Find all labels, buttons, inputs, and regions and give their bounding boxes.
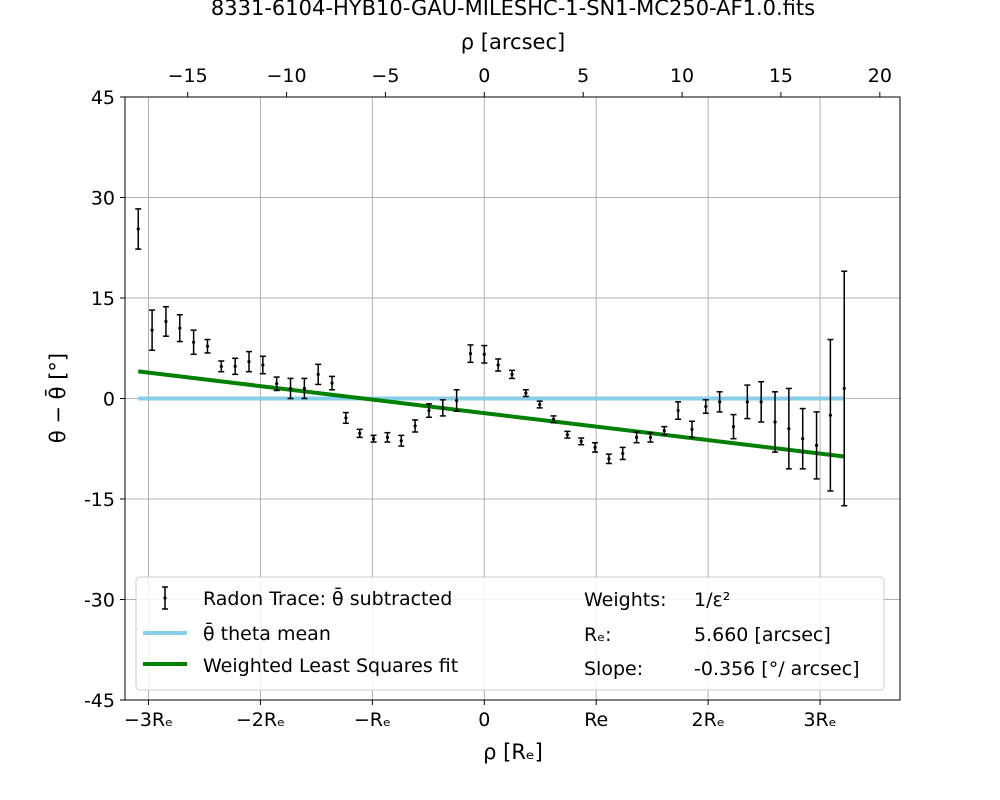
errorbar-point	[702, 399, 709, 414]
errorbar-point	[425, 403, 432, 419]
top-tick-label: −5	[371, 65, 399, 87]
legend-label-mean: θ̄ theta mean	[203, 621, 331, 645]
errorbar-point	[550, 415, 557, 424]
plot-area	[135, 208, 848, 507]
y-tick-label: -45	[84, 690, 115, 712]
x-tick-label: 3Rₑ	[803, 709, 836, 731]
errorbar-point	[799, 407, 806, 470]
re-value: 5.660 [arcsec]	[694, 624, 831, 646]
top-tick-label: 10	[670, 65, 694, 87]
errorbar-point	[218, 360, 225, 373]
chart-title: 8331-6104-HYB10-GAU-MILESHC-1-SN1-MC250-…	[211, 0, 815, 20]
errorbar-point	[329, 375, 336, 391]
x-tick-label: −Rₑ	[354, 709, 391, 731]
errorbar-point	[467, 344, 474, 364]
legend-label-radon: Radon Trace: θ̄ subtracted	[203, 586, 452, 610]
errorbar-point	[398, 434, 405, 447]
slope-key: Slope:	[584, 658, 643, 680]
errorbar-point	[162, 305, 169, 337]
errorbar-point	[135, 208, 142, 250]
errorbar-point	[384, 431, 391, 443]
errorbar-point	[453, 389, 460, 412]
top-tick-label: −15	[168, 65, 208, 87]
errorbar-point	[245, 350, 252, 373]
x-tick-label: Re	[584, 709, 608, 731]
x-tick-label: 0	[478, 709, 490, 731]
errorbar-point	[744, 384, 751, 420]
errorbar-point	[481, 344, 488, 364]
errorbar-point	[356, 428, 363, 439]
errorbar-point	[536, 400, 543, 409]
errorbar-point	[495, 358, 502, 372]
legend-label-fit: Weighted Least Squares fit	[203, 655, 458, 677]
errorbar-point	[813, 411, 820, 480]
top-axis-label: ρ [arcsec]	[461, 30, 565, 54]
errorbar-point	[176, 314, 183, 343]
errorbar-point	[647, 431, 654, 443]
y-tick-label: 45	[91, 87, 115, 109]
legend-box	[135, 576, 885, 691]
weights-value: 1/ε²	[694, 589, 730, 611]
errorbar-point	[675, 401, 682, 421]
errorbar-point	[301, 377, 308, 400]
errorbar-point	[439, 399, 446, 417]
ticks: −3Rₑ −2Rₑ −Rₑ 0 Re 2Rₑ 3Rₑ −15 −10 −5 0 5 10 15 20 -45 -…	[84, 65, 892, 731]
errorbar-point	[661, 425, 668, 436]
errorbar-point	[509, 369, 516, 380]
errorbar-point	[149, 309, 156, 352]
x-tick-label: −2Rₑ	[236, 709, 285, 731]
legend-marker-errorbar	[162, 586, 168, 610]
legend: Radon Trace: θ̄ subtracted θ̄ theta mean…	[135, 576, 885, 691]
errorbar-point	[827, 338, 834, 492]
errorbar-point	[605, 453, 612, 465]
x-tick-label: 2Rₑ	[692, 709, 725, 731]
x-tick-label: −3Rₑ	[124, 709, 173, 731]
re-key: Rₑ:	[584, 624, 612, 646]
errorbar-point	[190, 329, 197, 356]
errorbar-point	[315, 363, 322, 386]
errorbar-point	[204, 338, 211, 354]
slope-value: -0.356 [°/ arcsec]	[694, 658, 860, 680]
errorbar-point	[578, 437, 585, 446]
top-tick-label: 20	[868, 65, 892, 87]
y-tick-label: 0	[103, 389, 115, 411]
top-tick-label: 0	[478, 65, 490, 87]
errorbar-point	[370, 434, 377, 443]
y-tick-label: -15	[84, 489, 115, 511]
errorbar-point	[716, 391, 723, 413]
y-tick-label: 30	[91, 188, 115, 210]
x-axis-label: ρ [Rₑ]	[483, 740, 543, 764]
errorbar-point	[259, 355, 266, 375]
errorbar-point	[772, 391, 779, 453]
errorbar-point	[412, 419, 419, 433]
errorbar-point	[730, 413, 737, 440]
top-tick-label: −10	[267, 65, 307, 87]
errorbar-point	[287, 377, 294, 400]
errorbar-point	[232, 357, 239, 376]
y-axis-label: θ − θ̄ [°]	[45, 353, 70, 443]
errorbar-point	[619, 446, 626, 461]
errorbar-point	[342, 411, 349, 425]
errorbar-point	[592, 441, 599, 453]
y-tick-label: 15	[91, 288, 115, 310]
y-tick-label: -30	[84, 590, 115, 612]
errorbar-point	[633, 431, 640, 444]
errorbar-point	[688, 420, 695, 439]
errorbar-point	[273, 376, 280, 392]
errorbar-point	[841, 270, 848, 507]
top-tick-label: 15	[769, 65, 793, 87]
top-tick-label: 5	[577, 65, 589, 87]
wls-fit-line	[138, 369, 845, 459]
errorbar-point	[785, 387, 792, 470]
errorbar-point	[758, 381, 765, 423]
errorbar-point	[564, 430, 571, 439]
weights-key: Weights:	[584, 589, 667, 611]
errorbar-point	[522, 389, 529, 398]
